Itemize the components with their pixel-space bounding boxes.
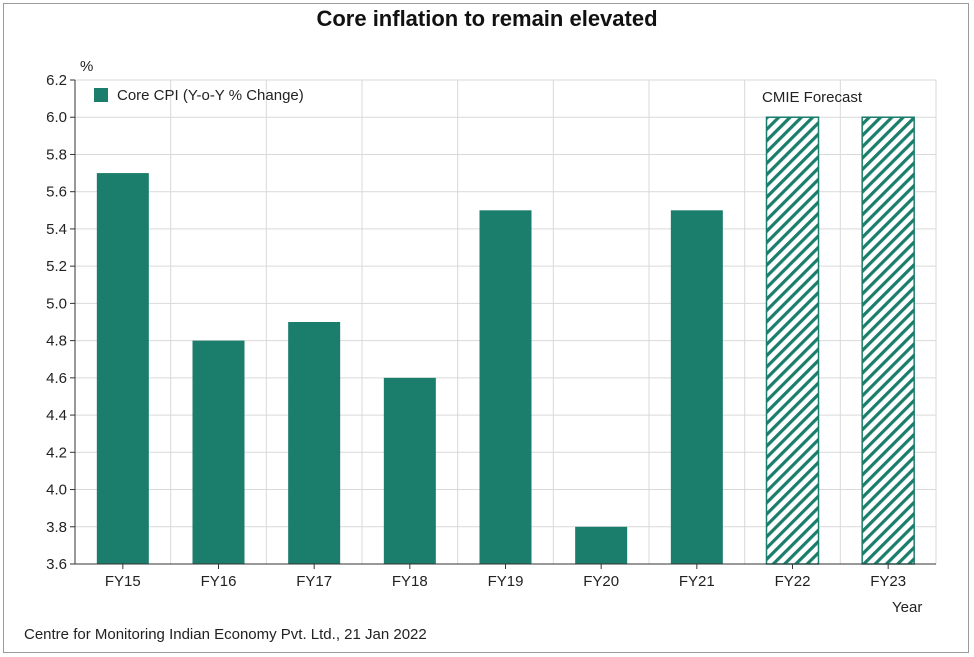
bar — [383, 377, 436, 564]
y-tick-label: 5.0 — [46, 295, 67, 312]
legend-swatch — [94, 88, 108, 102]
axes: 3.6 3.8 4.0 4.2 4.4 4.6 4.8 5.0 5.2 5.4 5.6 5.8 6.0 6… — [46, 72, 936, 590]
x-tick-label: FY15 — [105, 573, 141, 590]
bar — [575, 526, 628, 564]
x-tick-label: FY21 — [679, 573, 715, 590]
bar — [479, 210, 532, 565]
x-tick-label: FY16 — [201, 573, 237, 590]
y-tick-label: 5.2 — [46, 258, 67, 275]
y-tick-label: 5.6 — [46, 184, 67, 201]
y-axis-label: % — [80, 58, 93, 75]
chart-title: Core inflation to remain elevated — [316, 6, 658, 31]
y-tick-label: 5.4 — [46, 221, 67, 238]
legend-label: Core CPI (Y-o-Y % Change) — [117, 87, 304, 104]
x-axis-label: Year — [892, 599, 922, 616]
x-tick-label: FY20 — [583, 573, 619, 590]
y-tick-label: 6.0 — [46, 109, 67, 126]
y-tick-label: 6.2 — [46, 72, 67, 89]
y-tick-label: 3.6 — [46, 556, 67, 573]
bar — [288, 322, 341, 564]
y-tick-label: 4.4 — [46, 407, 67, 424]
x-tick-label: FY18 — [392, 573, 428, 590]
bar — [96, 173, 149, 565]
bar — [192, 340, 245, 564]
y-tick-label: 3.8 — [46, 519, 67, 536]
x-tick-label: FY17 — [296, 573, 332, 590]
legend: Core CPI (Y-o-Y % Change) — [94, 87, 304, 104]
y-tick-label: 4.8 — [46, 333, 67, 350]
forecast-bar — [861, 116, 915, 565]
y-tick-label: 4.2 — [46, 444, 67, 461]
x-tick-label: FY22 — [775, 573, 811, 590]
y-tick-label: 4.6 — [46, 370, 67, 387]
bar — [670, 210, 723, 565]
source-note: Centre for Monitoring Indian Economy Pvt… — [24, 626, 427, 643]
forecast-bar — [765, 116, 820, 565]
forecast-label: CMIE Forecast — [762, 89, 863, 106]
chart-frame — [3, 3, 969, 653]
y-tick-label: 5.8 — [46, 146, 67, 163]
x-tick-label: FY23 — [870, 573, 906, 590]
x-tick-label: FY19 — [488, 573, 524, 590]
bars — [96, 116, 915, 565]
y-tick-label: 4.0 — [46, 482, 67, 499]
